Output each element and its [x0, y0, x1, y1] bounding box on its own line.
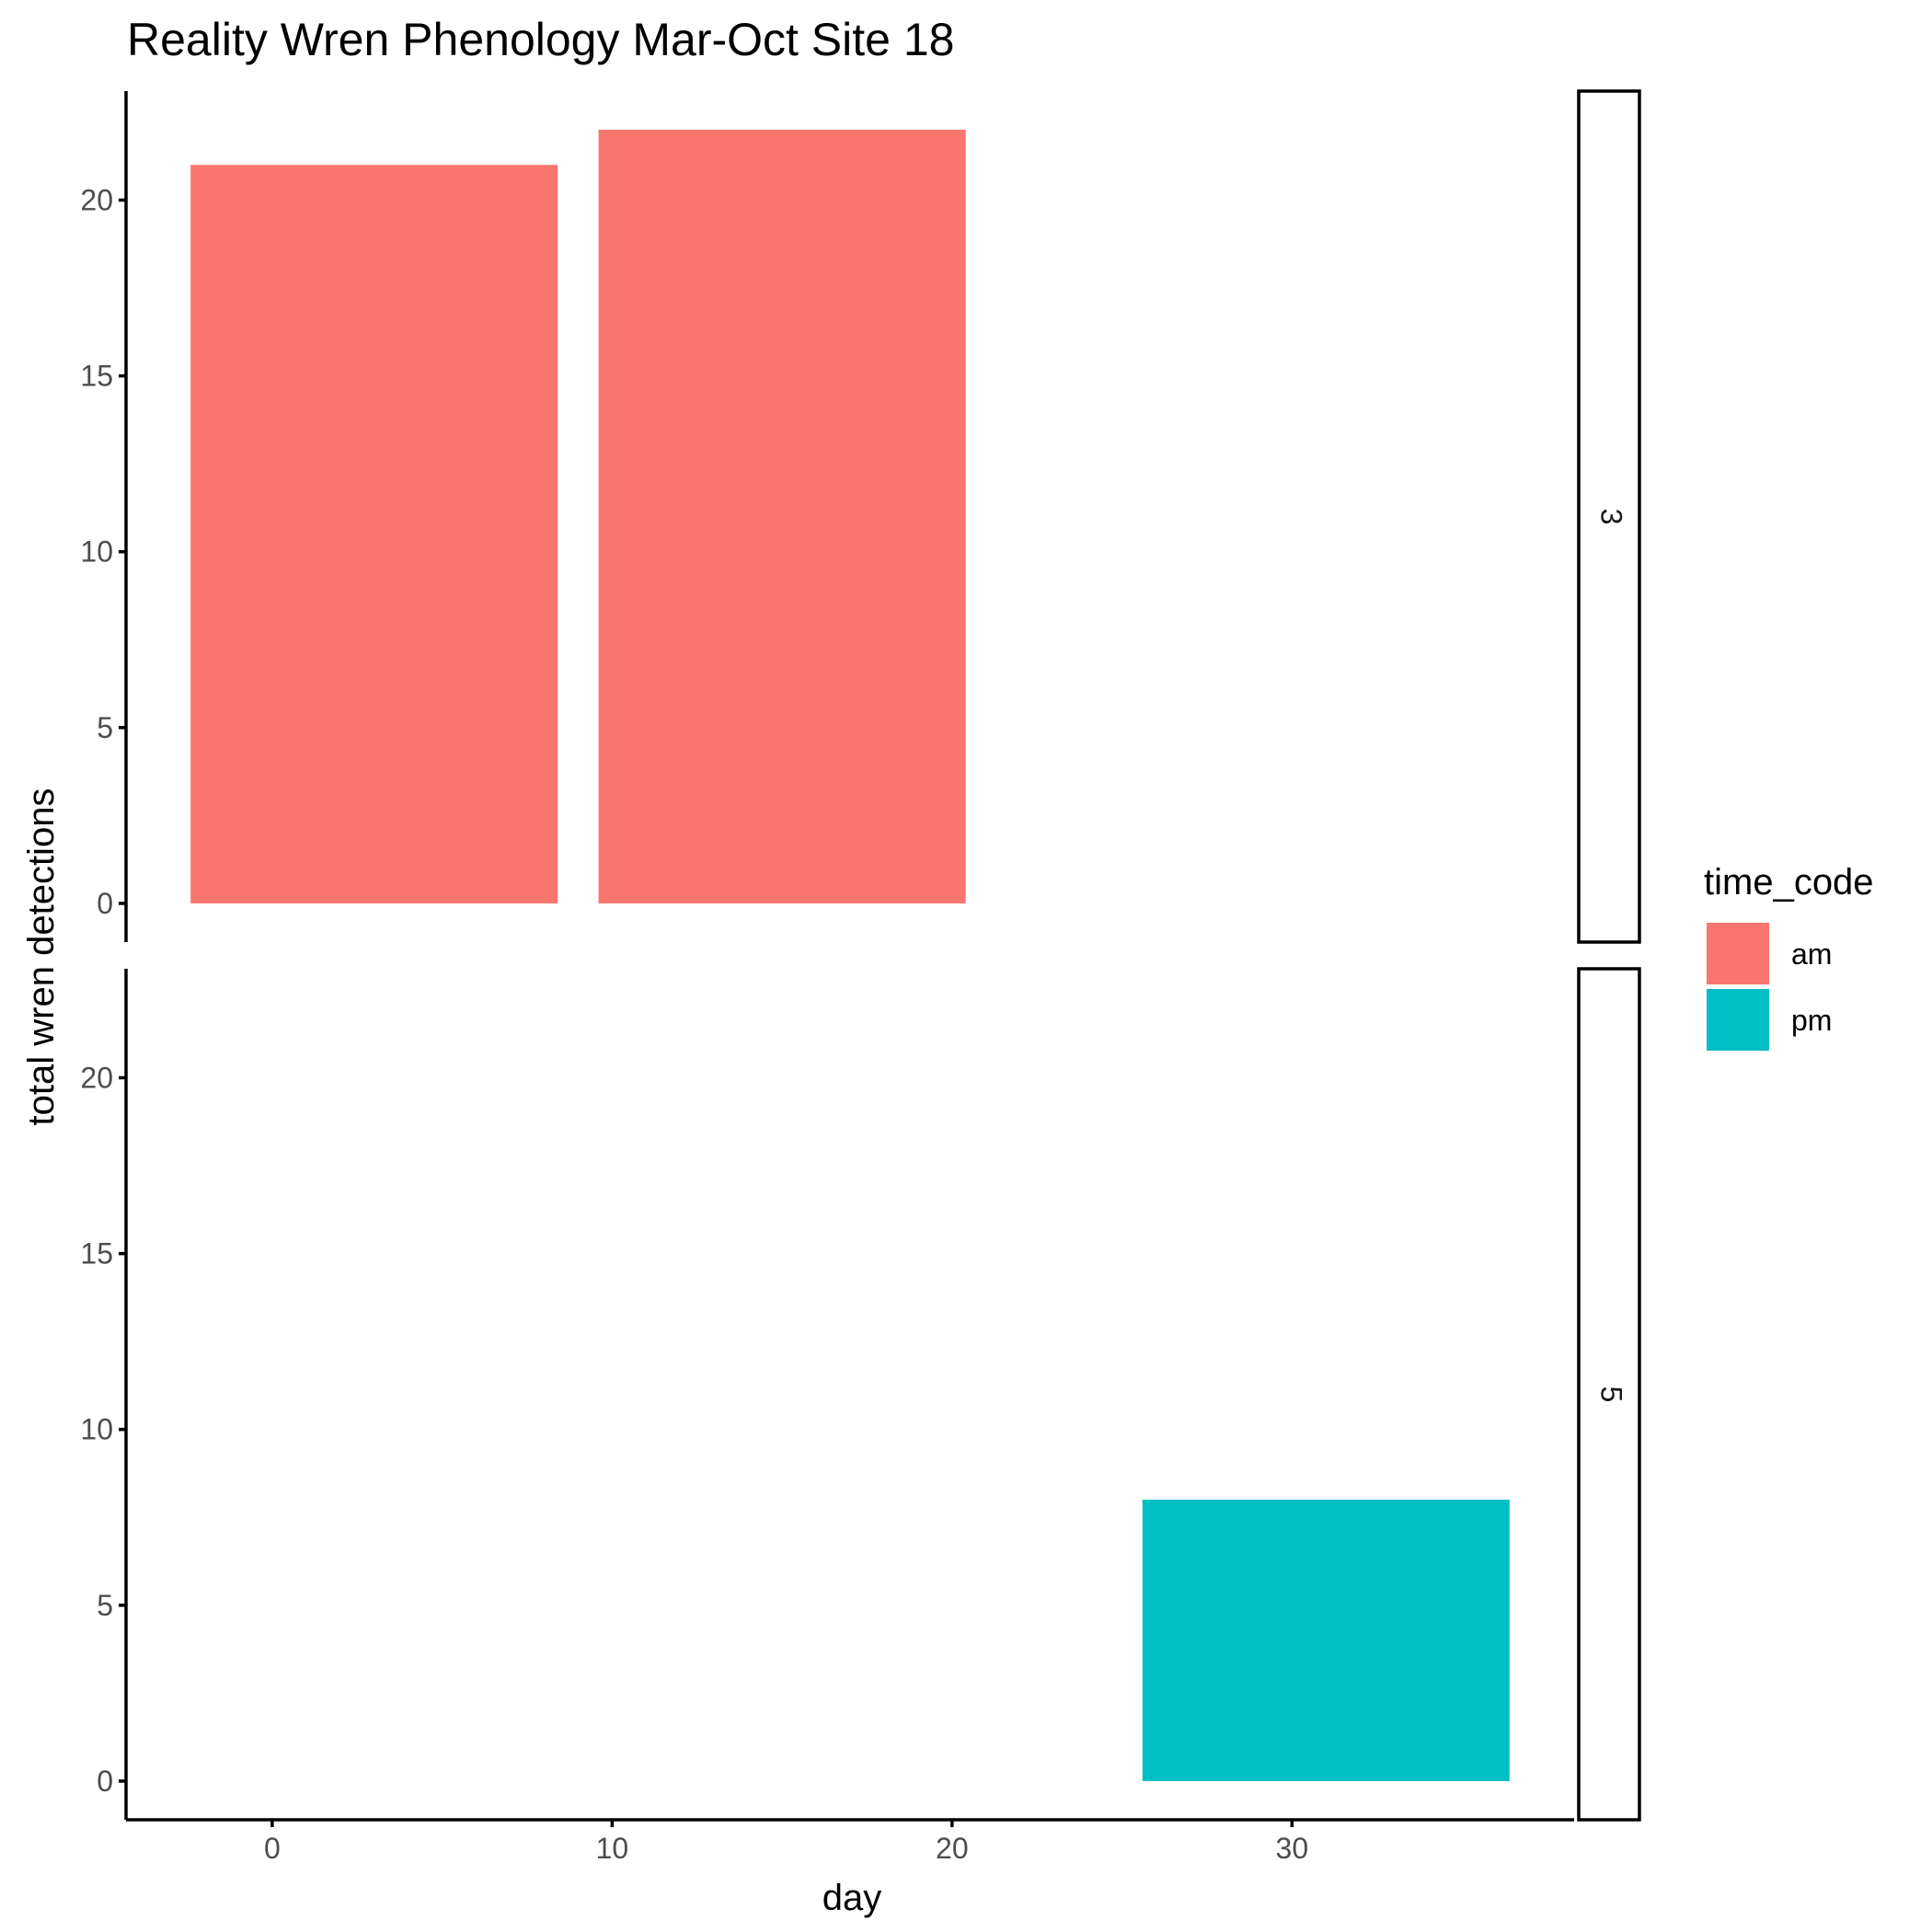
y-axis-title: total wren detections: [21, 788, 62, 1126]
y-tick-label: 15: [80, 360, 113, 393]
y-tick-label: 10: [80, 535, 113, 569]
facet-strip: [1577, 967, 1641, 1822]
chart-title: Reality Wren Phenology Mar-Oct Site 18: [127, 14, 954, 65]
y-tick-label: 10: [80, 1413, 113, 1446]
y-tick-label: 20: [80, 1061, 113, 1094]
y-tick-label: 20: [80, 183, 113, 216]
legend-key-am: [1707, 923, 1769, 984]
x-tick-label: 10: [596, 1832, 629, 1865]
y-tick-label: 5: [97, 711, 113, 744]
legend-label-pm: pm: [1791, 1004, 1832, 1037]
facet-strip-label: 5: [1595, 1386, 1628, 1403]
facet-strip-label: 3: [1595, 509, 1628, 525]
x-axis: 0 10 20 30: [126, 1818, 1574, 1865]
x-axis-title: day: [822, 1878, 882, 1918]
x-tick-label: 30: [1276, 1832, 1309, 1865]
y-tick-label: 5: [97, 1589, 113, 1622]
x-tick-label: 0: [264, 1832, 281, 1865]
facet-strip: [1577, 89, 1641, 944]
legend-key-pm: [1707, 989, 1769, 1051]
y-tick-label: 15: [80, 1237, 113, 1271]
y-tick-label: 0: [97, 1765, 113, 1798]
y-tick-label: 0: [97, 887, 113, 920]
legend: time_code am pm: [1704, 862, 1874, 1051]
legend-label-am: am: [1791, 937, 1832, 971]
legend-items: am pm: [1707, 923, 1832, 1051]
facet-panel-5: 0 5 10 15 20 5: [80, 967, 1641, 1822]
facet-panel-3: 0 5 10 15 20 3: [80, 89, 1641, 944]
bar-facet-3-am-0: [190, 165, 558, 903]
legend-title: time_code: [1704, 862, 1874, 903]
x-tick-label: 20: [936, 1832, 969, 1865]
bar-facet-5-pm-0: [1142, 1500, 1510, 1781]
bar-facet-3-am-1: [598, 130, 966, 903]
